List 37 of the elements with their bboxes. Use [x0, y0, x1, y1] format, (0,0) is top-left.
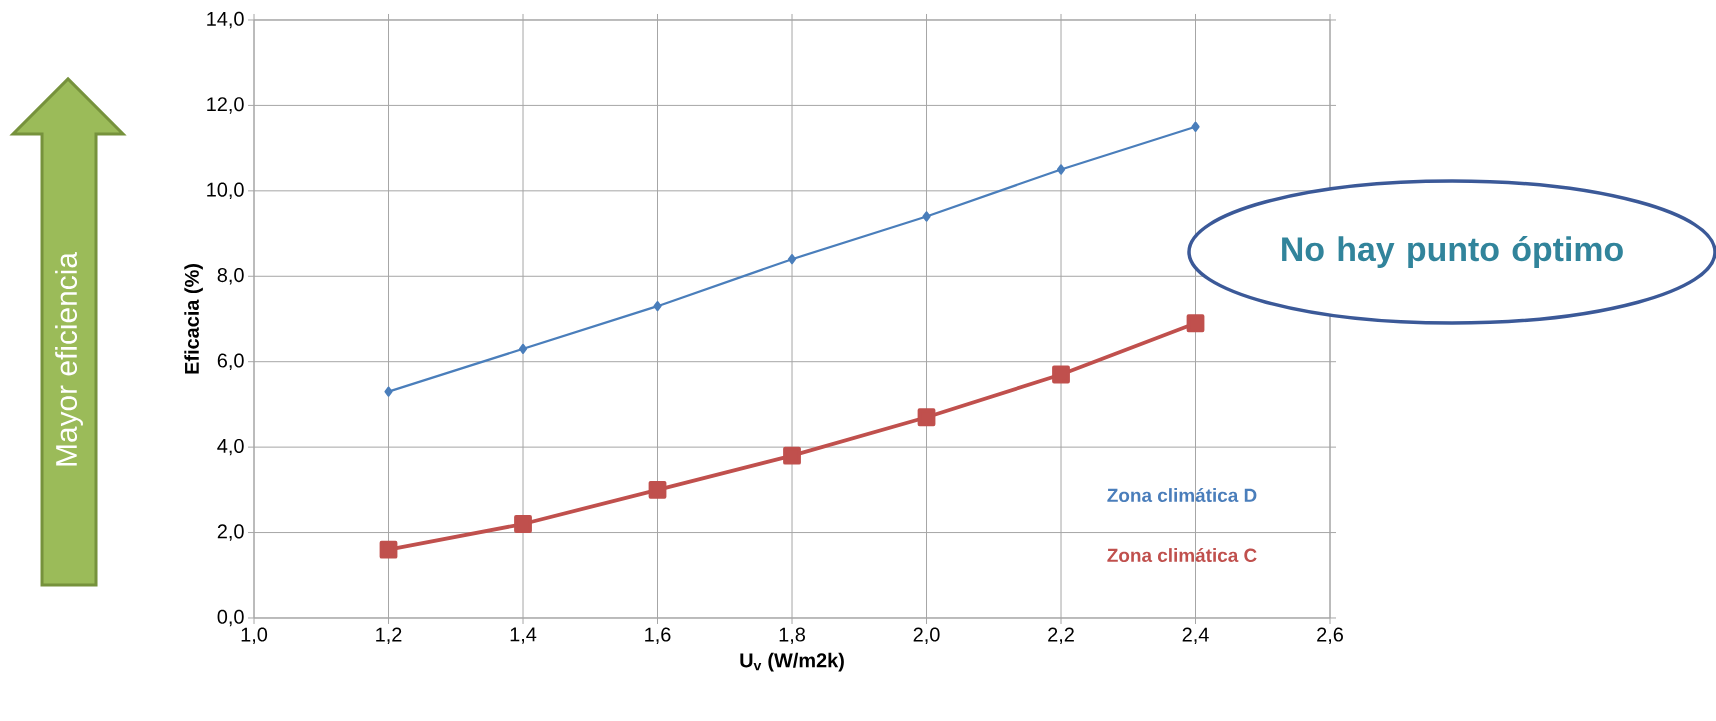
y-tick-label: 12,0 [207, 97, 244, 114]
x-tick-label: 2,0 [913, 627, 940, 644]
text: Mayor eficiencia [55, 252, 83, 466]
point [1191, 121, 1200, 132]
x-tick-label: 2,4 [1182, 627, 1209, 644]
point [783, 446, 801, 465]
x-tick-label: 1,4 [510, 627, 537, 644]
point [917, 408, 936, 427]
y-tick-label: 14,0 [207, 11, 244, 29]
y-tick-label: 8,0 [217, 268, 244, 285]
annotation: No hay punto óptimo [1282, 236, 1623, 268]
x-tick-label: 1,8 [779, 627, 805, 644]
point [648, 480, 667, 499]
point [1056, 164, 1066, 175]
x-axis-title: U$_{v}$ (W/m2k) [740, 652, 844, 672]
y-tick-label: 6,0 [217, 353, 244, 370]
text: Zona climática C [1107, 547, 1257, 563]
x-tick-label: 2,2 [1048, 627, 1074, 644]
point [514, 515, 532, 533]
text: Zona climática D [1107, 487, 1257, 503]
point [379, 540, 398, 559]
point [384, 386, 393, 397]
point [518, 343, 528, 354]
point [1052, 365, 1070, 384]
y-tick-label: 0,0 [217, 609, 244, 627]
point [787, 254, 797, 265]
y-tick-label: 10,0 [207, 182, 244, 200]
point [1186, 314, 1205, 333]
x-tick-label: 1,0 [241, 627, 268, 644]
x-tick-label: 2,6 [1317, 627, 1343, 644]
x-tick-label: 1,6 [645, 627, 671, 644]
y-tick-label: 2,0 [217, 524, 244, 541]
y-axis-title: Eficacia (%) [184, 264, 203, 374]
x-tick-label: 1,2 [376, 627, 402, 644]
point [653, 301, 662, 312]
y-tick-label: 4,0 [217, 438, 244, 456]
point [922, 211, 931, 222]
